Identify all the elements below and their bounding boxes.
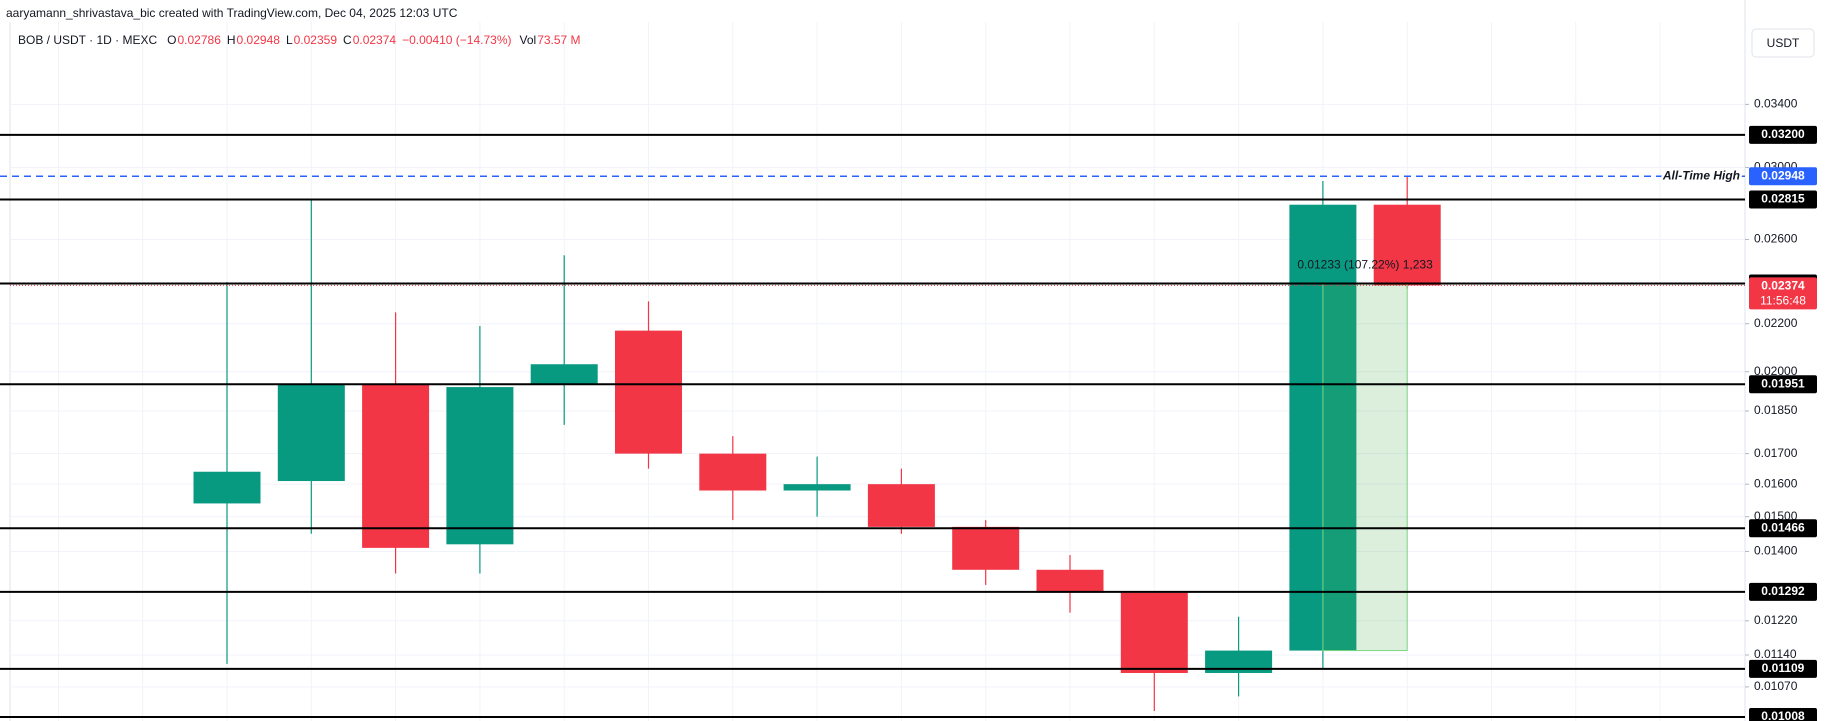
level-label: 0.01466 — [1761, 520, 1805, 534]
y-tick-label: 0.01600 — [1754, 476, 1798, 490]
legend-key: O — [167, 33, 176, 47]
y-tick-label: 0.02000 — [1754, 364, 1798, 378]
measure-box — [1322, 282, 1408, 652]
level-label-box — [1749, 582, 1817, 601]
overlay: 0.01233 (107.22%) 1,233 All-Time High — [0, 133, 1745, 718]
level-label-box — [1749, 707, 1817, 721]
countdown-label: 11:56:48 — [1760, 294, 1806, 308]
legend-key: C — [343, 33, 352, 47]
legend-volume: 73.57 M — [537, 33, 580, 47]
ath-label: 0.02948 — [1761, 168, 1805, 182]
y-tick-label: 0.01850 — [1754, 403, 1798, 417]
y-tick-label: 0.02200 — [1754, 316, 1798, 330]
legend: BOB / USDT · 1D · MEXC O 0.02786 H 0.02948 L 0… — [18, 33, 581, 47]
candle-body — [783, 484, 851, 491]
candle-body — [193, 471, 261, 504]
y-tick-label: 0.03400 — [1754, 97, 1798, 111]
attribution: aaryamann_shrivastava_bic created with T… — [6, 6, 458, 20]
y-tick-label: 0.01070 — [1754, 679, 1798, 693]
measure-label: 0.01233 (107.22%) 1,233 — [1297, 258, 1433, 272]
legend-value: 0.02359 — [294, 33, 338, 47]
y-tick-label: 0.01400 — [1754, 544, 1798, 558]
level-label-box — [1749, 659, 1817, 678]
candle-body — [699, 453, 767, 491]
candle-body — [446, 387, 514, 545]
y-tick-label: 0.01140 — [1754, 647, 1797, 661]
legend-key: H — [227, 33, 236, 47]
y-tick-label: 0.02600 — [1754, 232, 1798, 246]
level-label: 0.02815 — [1761, 192, 1805, 206]
legend-change: −0.00410 (−14.73%) — [402, 33, 511, 47]
legend-value: 0.02374 — [353, 33, 397, 47]
level-label: 0.01109 — [1762, 661, 1805, 675]
level-label-box — [1749, 375, 1817, 394]
level-label: 0.03200 — [1761, 127, 1805, 141]
currency-label[interactable]: USDT — [1767, 36, 1800, 50]
level-label-box — [1749, 519, 1817, 538]
price-axis: 0.034000.030000.026000.022000.020000.018… — [1745, 97, 1817, 721]
candle-body — [277, 384, 345, 482]
level-label-box — [1749, 190, 1817, 209]
candle-body — [615, 330, 682, 454]
candle-body — [952, 526, 1020, 570]
candle-body — [1205, 650, 1273, 673]
currency-button[interactable] — [1751, 28, 1815, 58]
level-label: 0.01008 — [1761, 709, 1805, 721]
symbol: BOB / USDT · 1D · MEXC — [18, 33, 157, 47]
candle-body — [1036, 569, 1104, 593]
candle-body — [867, 484, 935, 527]
legend-value: 0.02948 — [237, 33, 281, 47]
ath-label-box — [1749, 167, 1817, 186]
candle-body — [1120, 592, 1188, 673]
legend-value: 0.02786 — [177, 33, 221, 47]
level-label: 0.01951 — [1761, 376, 1805, 390]
candle-body — [530, 364, 598, 385]
level-label-box — [1749, 125, 1817, 144]
candle-body — [1373, 204, 1441, 286]
y-tick-label: 0.01220 — [1754, 613, 1798, 627]
last-price-box — [1749, 277, 1817, 310]
last-price-label: 0.02374 — [1761, 279, 1805, 293]
level-label: 0.01292 — [1761, 584, 1805, 598]
legend-volume-key: Vol — [520, 33, 537, 47]
y-tick-label: 0.01700 — [1754, 446, 1798, 460]
candle-body — [362, 384, 430, 548]
legend-key: L — [286, 33, 293, 47]
ath-text: All-Time High — [1662, 168, 1740, 182]
